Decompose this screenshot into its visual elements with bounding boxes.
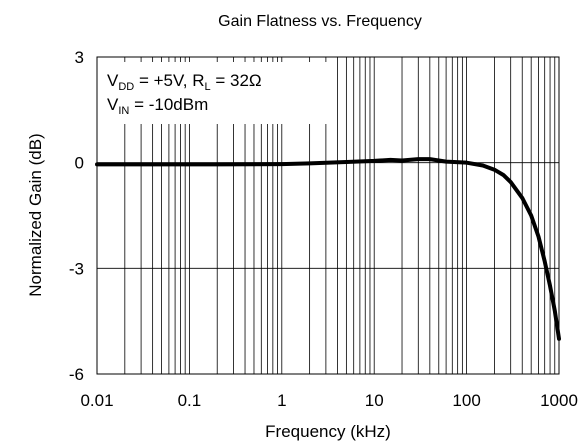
annotation-box: VDD = +5V, RL = 32Ω VIN = -10dBm: [100, 62, 332, 124]
y-tick-label: -3: [69, 259, 84, 278]
x-tick-label: 1: [277, 391, 286, 410]
gain-curve: [95, 157, 561, 341]
annotation-line-2: VIN = -10dBm: [107, 95, 208, 117]
chart-title: Gain Flatness vs. Frequency: [218, 13, 422, 30]
x-tick-label: 100: [452, 391, 480, 410]
annotation-background: [100, 62, 332, 124]
x-tick-label: 0.1: [178, 391, 202, 410]
x-tick-label: 0.01: [80, 391, 113, 410]
y-tick-label: 0: [75, 154, 84, 173]
y-tick-labels: 3 0 -3 -6: [69, 48, 84, 384]
vin-rest: = -10dBm: [129, 95, 208, 114]
vdd-main: V: [107, 71, 119, 90]
x-tick-labels: 0.01 0.1 1 10 100 1000: [80, 391, 577, 410]
vin-main: V: [107, 95, 119, 114]
y-tick-label: -6: [69, 365, 84, 384]
y-axis-label: Normalized Gain (dB): [26, 133, 45, 296]
vdd-sub: DD: [118, 81, 134, 93]
plot-frame: [96, 56, 560, 375]
vin-sub: IN: [118, 105, 129, 117]
series-layer: [95, 157, 561, 341]
x-tick-label: 10: [365, 391, 384, 410]
annotation-line-1: VDD = +5V, RL = 32Ω: [107, 71, 262, 93]
vdd-rest: = +5V, R: [134, 71, 204, 90]
x-axis-label: Frequency (kHz): [265, 422, 391, 441]
y-tick-label: 3: [75, 48, 84, 67]
rl-sub: L: [205, 81, 211, 93]
x-tick-label: 1000: [540, 391, 578, 410]
rl-rest: = 32Ω: [211, 71, 262, 90]
